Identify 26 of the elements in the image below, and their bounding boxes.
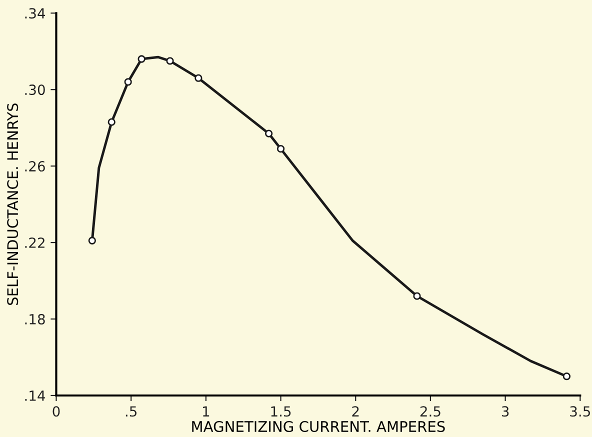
- x-tick-label: 3: [502, 406, 509, 417]
- y-tick-label: .26: [25, 161, 45, 172]
- y-tick-label: .30: [25, 84, 45, 96]
- point: [194, 74, 202, 82]
- x-tick-label: 2.5: [420, 406, 440, 417]
- y-tick-label: .18: [25, 314, 45, 324]
- y-axis-title: SELF-INDUCTANCE. HENRYS: [7, 103, 18, 306]
- x-axis-title: MAGNETIZING CURRENT. AMPERES: [192, 420, 445, 432]
- y-tick-label: .34: [25, 8, 46, 19]
- point: [562, 372, 571, 380]
- y-tick-label: .22: [25, 238, 44, 248]
- point: [88, 236, 96, 244]
- point: [276, 145, 285, 153]
- point: [108, 118, 116, 126]
- point: [138, 55, 146, 63]
- point: [124, 78, 132, 86]
- x-tick-label: 2: [352, 406, 359, 416]
- x-tick-label: 3.5: [570, 406, 590, 417]
- point: [166, 57, 174, 65]
- x-tick-label: .5: [126, 406, 136, 417]
- y-tick-label: .14: [25, 390, 46, 401]
- point: [413, 292, 421, 300]
- x-tick-label: 0: [52, 406, 60, 417]
- point: [264, 130, 273, 138]
- x-tick-label: 1.5: [271, 406, 291, 417]
- x-tick-label: 1: [203, 406, 210, 416]
